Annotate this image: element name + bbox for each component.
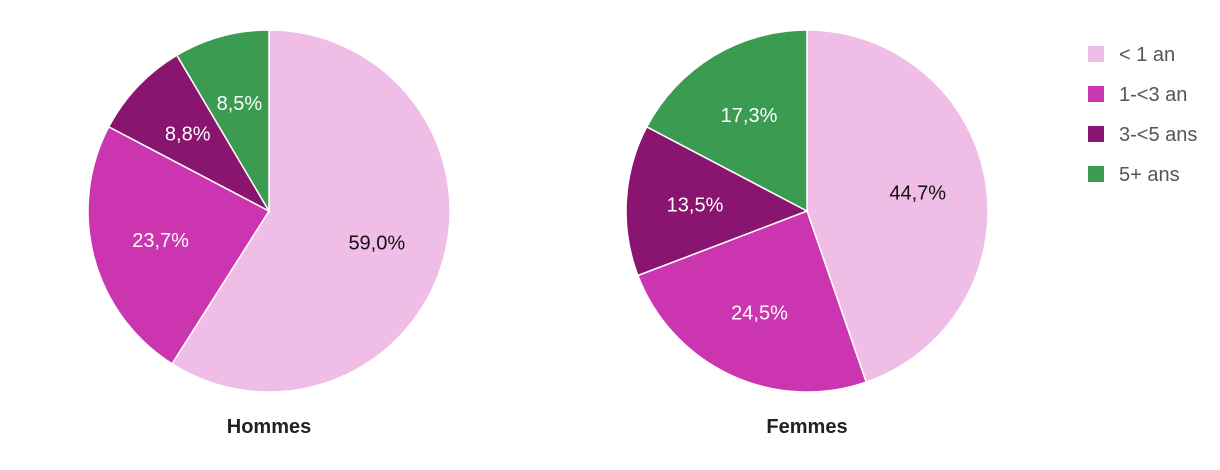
pie-slice-femmes-less-1 <box>806 29 989 384</box>
pie-label-femmes-less-1: 44,7% <box>889 182 946 204</box>
pie-slice-hommes-5-plus <box>175 29 270 214</box>
pie-title-hommes: Hommes <box>227 416 311 438</box>
legend-label-1-3: 1-<3 an <box>1119 84 1187 106</box>
legend-label-3-5: 3-<5 ans <box>1119 124 1197 146</box>
legend-swatch-less-1 <box>1088 46 1104 62</box>
legend-swatch-3-5 <box>1088 126 1104 142</box>
pie-slice-hommes-3-5 <box>107 54 271 213</box>
pie-title-femmes: Femmes <box>766 416 847 438</box>
pie-slice-femmes-3-5 <box>625 125 809 277</box>
legend-swatch-5-plus <box>1088 166 1104 182</box>
legend-label-less-1: < 1 an <box>1119 44 1175 66</box>
pie-slice-hommes-less-1 <box>170 29 451 393</box>
pie-slice-femmes-1-3 <box>636 210 868 393</box>
pie-label-femmes-3-5: 13,5% <box>667 194 724 216</box>
pie-chart-femmes: 44,7% 24,5% 13,5% 17,3% <box>625 29 989 393</box>
pie-label-hommes-less-1: 59,0% <box>348 232 405 254</box>
pie-label-femmes-5-plus: 17,3% <box>721 105 778 127</box>
pie-slice-femmes-5-plus <box>645 29 808 213</box>
legend-label-5-plus: 5+ ans <box>1119 164 1180 186</box>
pie-label-femmes-1-3: 24,5% <box>731 303 788 325</box>
pie-chart-hommes: 59,0% 23,7% 8,8% 8,5% <box>87 29 451 393</box>
pie-label-hommes-1-3: 23,7% <box>132 230 189 252</box>
legend-swatch-1-3 <box>1088 86 1104 102</box>
pie-slice-hommes-1-3 <box>87 125 271 365</box>
legend: < 1 an 1-<3 an 3-<5 ans 5+ ans <box>1088 44 1197 186</box>
pie-label-hommes-5-plus: 8,5% <box>217 93 263 115</box>
pie-label-hommes-3-5: 8,8% <box>165 124 211 146</box>
